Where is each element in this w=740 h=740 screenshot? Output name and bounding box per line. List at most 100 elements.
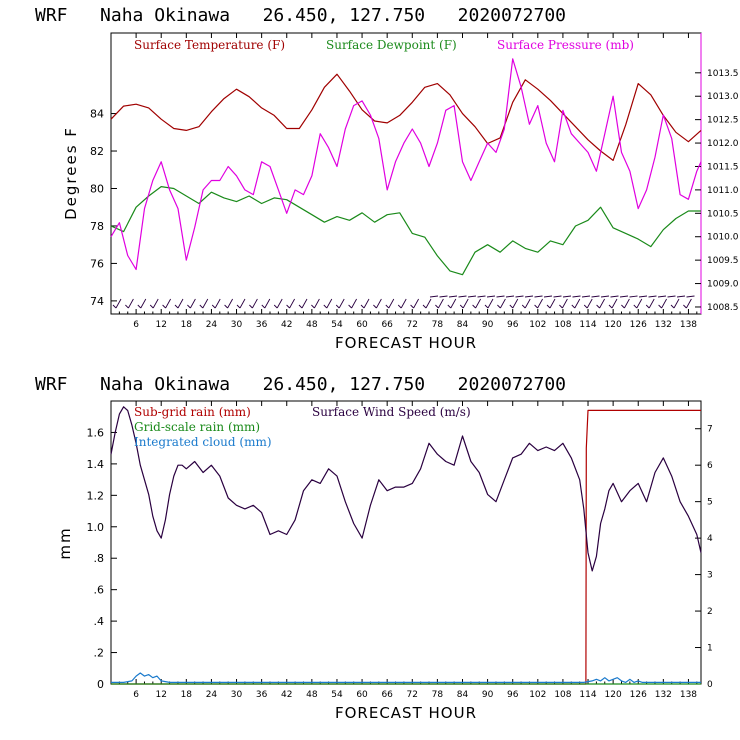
y-tick-label: .6 — [94, 584, 105, 597]
y2-tick-label: 1010.0 — [707, 233, 739, 243]
y-tick-label: 76 — [90, 257, 104, 270]
wind-barb-glyph — [335, 298, 345, 309]
wind-barb-shaft — [676, 295, 686, 298]
x-tick-label-90: 90 — [482, 690, 494, 700]
y2-tick-label: 1010.5 — [707, 209, 739, 219]
wind-barb-shaft — [505, 295, 515, 298]
wind-barb-shaft — [553, 295, 562, 298]
wind-barb-glyph — [596, 298, 605, 309]
wind-barb-shaft — [534, 295, 543, 298]
wind-barb-glyph — [236, 298, 246, 309]
series-line-surface-pressure-mb — [110, 58, 702, 271]
x-tick-label-138: 138 — [680, 320, 697, 330]
y2-tick-label: 6 — [707, 461, 713, 471]
wind-barb-glyph — [410, 298, 419, 309]
x-tick-label-30: 30 — [231, 320, 243, 330]
y2-tick-label: 5 — [707, 498, 713, 508]
x-tick-label-138: 138 — [680, 690, 697, 700]
x-tick-label-126: 126 — [630, 320, 647, 330]
wind-barb-glyph — [546, 298, 556, 309]
y2-tick-label: 1013.5 — [707, 69, 739, 79]
wind-barb-glyph — [583, 298, 593, 309]
y-tick-label: 78 — [90, 220, 104, 233]
wind-barb-glyph — [509, 298, 519, 309]
chart2-series-group — [110, 406, 702, 685]
x-tick-label-24: 24 — [206, 320, 218, 330]
wind-barb-glyph — [521, 298, 531, 309]
x-tick-label-12: 12 — [155, 690, 166, 700]
wind-barb-glyph — [658, 298, 667, 309]
y2-tick-label: 1009.0 — [707, 280, 739, 290]
wind-barb-glyph — [608, 298, 618, 309]
x-tick-label-102: 102 — [529, 320, 546, 330]
x-tick-label-78: 78 — [432, 690, 444, 700]
chart2-y-ticks: 0 .2 .4 .6 .8 1.0 1.2 1.4 1.6 — [87, 426, 117, 691]
y-tick-label: 1.2 — [87, 489, 105, 502]
x-tick-label-126: 126 — [630, 690, 647, 700]
y-tick-label: 0 — [97, 678, 104, 691]
wind-barb-shaft — [591, 295, 600, 298]
wind-barb-shaft — [581, 295, 591, 298]
x-tick-label-114: 114 — [579, 690, 596, 700]
wind-barb-shaft — [477, 295, 486, 298]
wind-barb-shaft — [638, 295, 648, 298]
wind-barb-glyph — [348, 298, 357, 309]
x-tick-label-114: 114 — [579, 320, 596, 330]
wind-barb-glyph — [199, 298, 209, 309]
wind-barb-shaft — [562, 295, 572, 298]
x-tick-label-6: 6 — [133, 320, 139, 330]
y-tick-label: .2 — [94, 647, 105, 660]
legend-surface-pressure: Surface Pressure (mb) — [497, 38, 634, 52]
wind-barb-glyph — [497, 298, 506, 309]
series-line-surface-temperature-f — [110, 73, 702, 161]
wind-barb-glyph — [447, 298, 457, 309]
wind-barb-glyph — [670, 298, 680, 309]
x-tick-label-36: 36 — [256, 320, 268, 330]
x-tick-label-66: 66 — [381, 690, 393, 700]
chart2-y2-ticks: 0 1 2 3 4 5 6 7 — [695, 425, 713, 690]
wind-barb-glyph — [422, 298, 432, 309]
wind-barb-glyph — [385, 298, 395, 309]
x-tick-label-120: 120 — [605, 320, 622, 330]
wind-barb-glyph — [187, 298, 196, 309]
wind-barb-shaft — [657, 295, 667, 298]
x-tick-label-96: 96 — [507, 320, 519, 330]
x-tick-label-132: 132 — [655, 690, 672, 700]
y-tick-label: 1.0 — [87, 521, 105, 534]
legend-surface-wind-speed: Surface Wind Speed (m/s) — [312, 405, 471, 419]
wind-barb-glyph — [459, 298, 469, 309]
wind-barb-glyph — [112, 298, 122, 309]
x-tick-label-18: 18 — [181, 320, 193, 330]
wind-barb-glyph — [373, 298, 382, 309]
x-tick-label-84: 84 — [457, 320, 469, 330]
x-tick-label-36: 36 — [256, 690, 268, 700]
wind-barb-shaft — [458, 295, 467, 298]
chart1-y2-ticks: 1008.5 1009.0 1009.5 1010.0 1010.5 1011.0 1011… — [695, 69, 739, 313]
wind-barb-glyph — [571, 298, 581, 309]
x-tick-label-60: 60 — [356, 690, 368, 700]
wind-barb-glyph — [286, 298, 295, 309]
series-line-surface-wind-speed-m-s — [110, 406, 702, 572]
wind-barb-shaft — [600, 295, 610, 298]
x-tick-label-24: 24 — [206, 690, 218, 700]
chart1-y-axis-label: Degrees F — [62, 126, 80, 220]
wind-barb-glyph — [360, 298, 370, 309]
x-tick-label-6: 6 — [133, 690, 139, 700]
x-tick-label-102: 102 — [529, 690, 546, 700]
wind-barb-glyph — [211, 298, 221, 309]
chart2-title: WRF Naha Okinawa 26.450, 127.750 2020072… — [35, 374, 566, 395]
y2-tick-label: 0 — [707, 680, 713, 690]
y2-tick-label: 3 — [707, 571, 713, 581]
x-tick-label-60: 60 — [356, 320, 368, 330]
wind-barb-shaft — [543, 295, 553, 298]
chart1-title: WRF Naha Okinawa 26.450, 127.750 2020072… — [35, 5, 566, 26]
y-tick-label: 1.6 — [87, 426, 105, 439]
wind-barb-glyph — [534, 298, 543, 309]
chart1-y-ticks: 74 76 78 80 82 84 — [90, 108, 117, 308]
x-tick-label-84: 84 — [457, 690, 469, 700]
series-line-integrated-cloud-mm — [111, 672, 701, 683]
y2-tick-label: 1 — [707, 644, 713, 654]
y-tick-label: 82 — [90, 145, 104, 158]
wind-barb-shaft — [496, 295, 505, 298]
y2-tick-label: 1008.5 — [707, 303, 739, 313]
